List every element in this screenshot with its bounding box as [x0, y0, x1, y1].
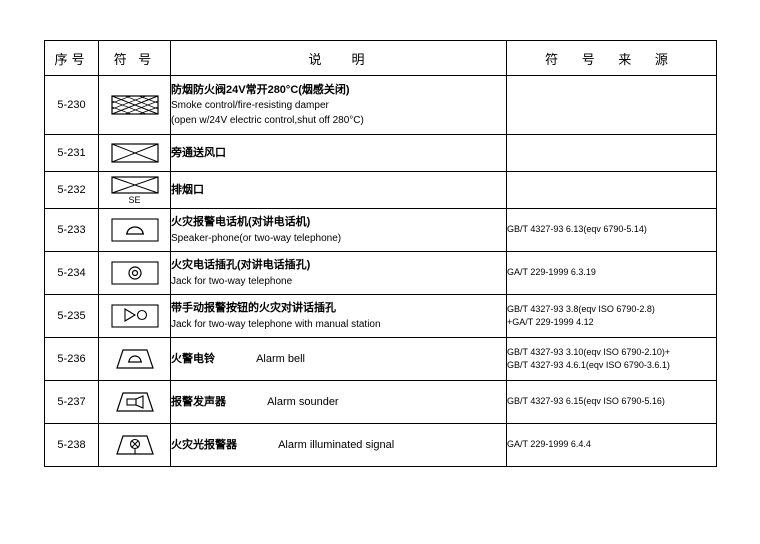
src-line1: GB/T 4327-93 3.10(eqv ISO 6790-2.10)+: [507, 347, 670, 357]
table-row: 5-233 火灾报警电话机(对讲电话机) Speaker-phone(or tw…: [45, 209, 717, 252]
cell-desc: 火灾电话插孔(对讲电话插孔) Jack for two-way telephon…: [171, 252, 507, 295]
header-desc: 说明: [171, 41, 507, 76]
cell-num: 5-230: [45, 76, 99, 135]
table-row: 5-235 带手动报警按钮的火灾对讲话插孔 Jack for two-way t…: [45, 295, 717, 338]
jack-rect-icon: [111, 261, 159, 285]
desc-en1: Jack for two-way telephone with manual s…: [171, 317, 506, 332]
header-symbol: 符 号: [99, 41, 171, 76]
cell-symbol: [99, 295, 171, 338]
desc-inline-en: Alarm bell: [256, 353, 305, 365]
cell-src: GA/T 229-1999 6.3.19: [507, 252, 717, 295]
cell-symbol: [99, 338, 171, 381]
desc-en1: Speaker-phone(or two-way telephone): [171, 231, 506, 246]
cell-src: GB/T 4327-93 6.15(eqv ISO 6790-5.16): [507, 381, 717, 424]
table-row: 5-234 火灾电话插孔(对讲电话插孔) Jack for two-way te…: [45, 252, 717, 295]
desc-cn: 带手动报警按钮的火灾对讲话插孔: [171, 300, 506, 317]
table-row: 5-232 SE 排烟口: [45, 172, 717, 209]
cell-desc: 排烟口: [171, 172, 507, 209]
desc-cn: 火灾报警电话机(对讲电话机): [171, 214, 506, 231]
desc-cn: 火灾电话插孔(对讲电话插孔): [171, 257, 506, 274]
cell-num: 5-234: [45, 252, 99, 295]
cell-desc: 火灾报警电话机(对讲电话机) Speaker-phone(or two-way …: [171, 209, 507, 252]
jack-manual-rect-icon: [111, 304, 159, 328]
table-row: 5-237 报警发声器 Alarm sounder GB/T 4327-93 6…: [45, 381, 717, 424]
cell-desc: 报警发声器 Alarm sounder: [171, 381, 507, 424]
table-row: 5-238 火灾光报警器 Alarm illuminated signal GA…: [45, 424, 717, 467]
desc-cn: 排烟口: [171, 182, 506, 199]
cell-symbol: SE: [99, 172, 171, 209]
cell-desc: 火警电铃 Alarm bell: [171, 338, 507, 381]
desc-cn: 火灾光报警器: [171, 439, 237, 451]
cell-num: 5-233: [45, 209, 99, 252]
desc-en2: (open w/24V electric control,shut off 28…: [171, 113, 506, 128]
cell-symbol: [99, 135, 171, 172]
desc-en1: Jack for two-way telephone: [171, 274, 506, 289]
cell-num: 5-232: [45, 172, 99, 209]
cell-symbol: [99, 381, 171, 424]
cell-symbol: [99, 252, 171, 295]
cell-src: GB/T 4327-93 6.13(eqv 6790-5.14): [507, 209, 717, 252]
legend-table: 序号 符 号 说明 符 号 来 源 5-230: [44, 40, 717, 467]
cell-src: GB/T 4327-93 3.8(eqv ISO 6790-2.8) +GA/T…: [507, 295, 717, 338]
symbol-sublabel: SE: [99, 195, 170, 205]
header-num: 序号: [45, 41, 99, 76]
cell-desc: 带手动报警按钮的火灾对讲话插孔 Jack for two-way telepho…: [171, 295, 507, 338]
cell-desc: 火灾光报警器 Alarm illuminated signal: [171, 424, 507, 467]
desc-cn: 报警发声器: [171, 396, 226, 408]
table-row: 5-230 防烟防火阀24V常开280°C(烟感关闭): [45, 76, 717, 135]
cell-num: 5-231: [45, 135, 99, 172]
page: 序号 符 号 说明 符 号 来 源 5-230: [0, 0, 760, 544]
cell-src: GB/T 4327-93 3.10(eqv ISO 6790-2.10)+ GB…: [507, 338, 717, 381]
header-desc-b: 明: [352, 52, 369, 67]
cell-num: 5-237: [45, 381, 99, 424]
cell-num: 5-235: [45, 295, 99, 338]
sounder-trap-icon: [113, 390, 157, 414]
header-source: 符 号 来 源: [507, 41, 717, 76]
cell-src: [507, 76, 717, 135]
cell-symbol: [99, 424, 171, 467]
header-source-text: 符 号 来 源: [545, 52, 678, 67]
cell-src: [507, 172, 717, 209]
light-trap-icon: [113, 433, 157, 457]
cell-symbol: [99, 76, 171, 135]
cell-desc: 旁通送风口: [171, 135, 507, 172]
table-row: 5-236 火警电铃 Alarm bell GB/T 4327-93 3.10(…: [45, 338, 717, 381]
table-row: 5-231 旁通送风口: [45, 135, 717, 172]
src-line1: GB/T 4327-93 3.8(eqv ISO 6790-2.8): [507, 304, 655, 314]
header-desc-a: 说: [308, 52, 351, 67]
cell-src: [507, 135, 717, 172]
desc-cn: 火警电铃: [171, 353, 215, 365]
desc-cn: 旁通送风口: [171, 145, 506, 162]
src-line2: GB/T 4327-93 4.6.1(eqv ISO 6790-3.6.1): [507, 360, 670, 370]
src-line2: +GA/T 229-1999 4.12: [507, 317, 594, 327]
cell-symbol: [99, 209, 171, 252]
desc-inline-en: Alarm sounder: [267, 396, 339, 408]
desc-en1: Smoke control/fire-resisting damper: [171, 98, 506, 113]
desc-inline-en: Alarm illuminated signal: [278, 439, 394, 451]
rect-x-se-icon: [111, 176, 159, 194]
header-row: 序号 符 号 说明 符 号 来 源: [45, 41, 717, 76]
rect-x-icon: [111, 143, 159, 163]
damper-hatched-icon: [111, 95, 159, 115]
cell-desc: 防烟防火阀24V常开280°C(烟感关闭) Smoke control/fire…: [171, 76, 507, 135]
desc-cn: 防烟防火阀24V常开280°C(烟感关闭): [171, 82, 506, 99]
bell-trap-icon: [113, 347, 157, 371]
cell-num: 5-238: [45, 424, 99, 467]
phone-bell-rect-icon: [111, 218, 159, 242]
cell-src: GA/T 229-1999 6.4.4: [507, 424, 717, 467]
cell-num: 5-236: [45, 338, 99, 381]
